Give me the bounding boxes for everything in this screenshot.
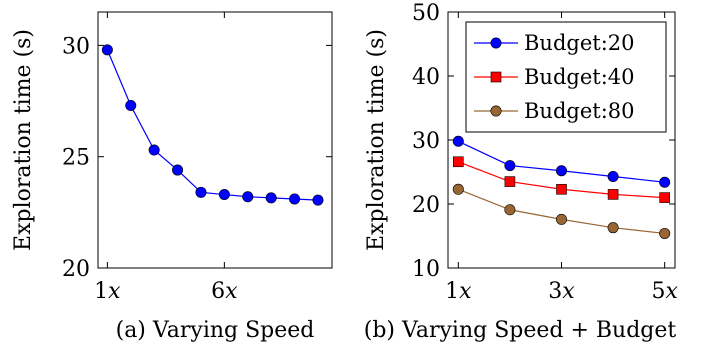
y-tick-label: 20 — [412, 193, 440, 218]
y-tick-label: 20 — [62, 257, 90, 282]
data-point — [125, 99, 137, 111]
x-tick-label: 6x — [211, 279, 238, 304]
data-point — [659, 192, 670, 203]
data-point — [195, 186, 207, 198]
chart-a: 20 25 30 1x 6x Exploration time (s) (a) Varyin… — [11, 11, 333, 343]
data-point — [265, 192, 277, 204]
data-point — [172, 164, 184, 176]
y-tick-label: 10 — [412, 257, 440, 282]
data-point — [242, 191, 254, 203]
data-point — [312, 194, 324, 206]
legend-label: Budget:20 — [524, 31, 635, 55]
data-point — [452, 183, 464, 195]
legend-label: Budget:40 — [524, 65, 635, 89]
y-tick-label: 25 — [62, 146, 90, 171]
data-point — [218, 189, 230, 201]
data-point — [452, 135, 464, 147]
data-point — [555, 213, 567, 225]
y-axis-label: Exploration time (s) — [364, 29, 389, 251]
data-point — [555, 165, 567, 177]
chart-caption: (b) Varying Speed + Budget — [364, 318, 677, 343]
legend-marker — [490, 105, 502, 117]
chart-b: 10 20 30 40 50 1x 3x 5x Exploration time (s) (b) … — [364, 1, 679, 343]
data-point — [504, 204, 516, 216]
data-point — [607, 170, 619, 182]
data-point — [659, 227, 671, 239]
legend-marker — [490, 37, 502, 49]
y-tick-label: 40 — [412, 65, 440, 90]
data-point — [659, 176, 671, 188]
y-axis-label: Exploration time (s) — [11, 29, 36, 251]
data-point — [453, 156, 464, 168]
data-point — [504, 176, 516, 187]
x-tick-label: 1x — [445, 279, 472, 304]
data-point — [101, 44, 113, 56]
plot-frame — [97, 11, 333, 269]
legend: Budget:20 Budget:40 Budget:80 — [465, 21, 667, 133]
legend-marker — [490, 71, 502, 83]
data-point — [556, 183, 567, 195]
legend-label: Budget:80 — [524, 99, 635, 123]
x-tick-label: 1x — [94, 279, 121, 304]
data-point — [289, 193, 301, 205]
chart-caption: (a) Varying Speed — [116, 318, 315, 343]
x-tick-label: 5x — [651, 279, 678, 304]
series-line — [106, 49, 318, 201]
data-point — [148, 144, 160, 156]
y-tick-label: 50 — [412, 1, 440, 26]
y-tick-label: 30 — [412, 129, 440, 154]
data-point — [607, 189, 619, 200]
y-tick-label: 30 — [62, 34, 90, 59]
data-point — [607, 222, 619, 234]
x-tick-label: 3x — [548, 279, 575, 304]
data-point — [504, 160, 516, 172]
